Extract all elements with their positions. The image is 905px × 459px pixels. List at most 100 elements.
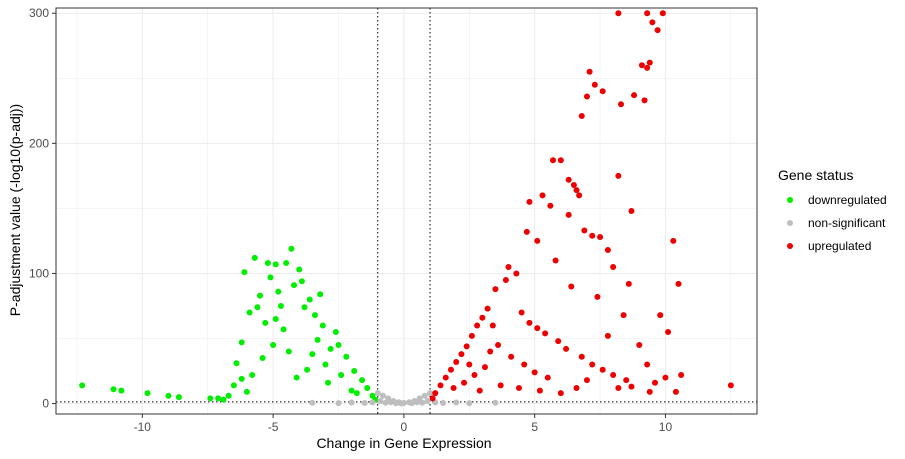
y-tick-label: 100 bbox=[29, 266, 49, 280]
data-point bbox=[463, 343, 470, 350]
data-point bbox=[319, 322, 326, 329]
data-point bbox=[314, 336, 321, 343]
data-point bbox=[382, 399, 389, 406]
data-point bbox=[309, 351, 316, 358]
x-tick-label: -10 bbox=[134, 420, 152, 434]
data-point bbox=[291, 282, 298, 289]
x-tick-label: 10 bbox=[659, 420, 673, 434]
data-point bbox=[678, 371, 685, 378]
data-point bbox=[408, 400, 415, 407]
data-point bbox=[432, 390, 439, 397]
data-point bbox=[322, 361, 329, 368]
data-point bbox=[246, 309, 253, 316]
data-point bbox=[583, 93, 590, 100]
data-point bbox=[461, 379, 468, 386]
data-point bbox=[644, 10, 651, 17]
data-point bbox=[555, 338, 562, 345]
y-tick-label: 0 bbox=[42, 397, 49, 411]
data-point bbox=[285, 348, 292, 355]
series-non-significant bbox=[309, 390, 499, 407]
data-point bbox=[662, 374, 669, 381]
data-point bbox=[604, 247, 611, 254]
data-point bbox=[424, 397, 431, 404]
data-point bbox=[387, 399, 394, 406]
data-point bbox=[515, 384, 522, 391]
x-tick-label: 5 bbox=[531, 420, 538, 434]
data-point bbox=[474, 322, 481, 329]
data-point bbox=[675, 280, 682, 287]
data-point bbox=[534, 237, 541, 244]
data-point bbox=[479, 314, 486, 321]
data-point bbox=[641, 97, 648, 104]
x-axis-title: Change in Gene Expression bbox=[316, 435, 491, 451]
data-point bbox=[453, 358, 460, 365]
data-point bbox=[442, 374, 449, 381]
data-point bbox=[317, 291, 324, 298]
data-point bbox=[620, 312, 627, 319]
data-point bbox=[468, 332, 475, 339]
data-point bbox=[644, 64, 651, 71]
data-point bbox=[215, 395, 222, 402]
data-point bbox=[565, 211, 572, 218]
data-point bbox=[238, 339, 245, 346]
data-point bbox=[398, 400, 405, 407]
series-upregulated bbox=[429, 10, 734, 402]
data-point bbox=[502, 276, 509, 283]
data-point bbox=[257, 292, 264, 299]
data-point bbox=[557, 390, 564, 397]
data-point bbox=[573, 187, 580, 194]
data-point bbox=[610, 263, 617, 270]
x-tick-label: -5 bbox=[268, 420, 279, 434]
data-point bbox=[327, 345, 334, 352]
data-point bbox=[534, 325, 541, 332]
data-point bbox=[348, 399, 355, 406]
data-point bbox=[272, 316, 279, 323]
data-point bbox=[233, 360, 240, 367]
data-point bbox=[110, 386, 117, 393]
data-point bbox=[262, 319, 269, 326]
data-point bbox=[259, 355, 266, 362]
data-point bbox=[649, 19, 656, 26]
data-point bbox=[225, 392, 232, 399]
data-point bbox=[343, 353, 350, 360]
data-point bbox=[476, 387, 483, 394]
data-point bbox=[727, 382, 734, 389]
data-point bbox=[353, 390, 360, 397]
data-point bbox=[523, 228, 530, 235]
data-point bbox=[589, 232, 596, 239]
data-point bbox=[466, 400, 473, 407]
legend-label: upregulated bbox=[808, 239, 871, 253]
data-point bbox=[544, 374, 551, 381]
data-point bbox=[288, 245, 295, 252]
data-point bbox=[492, 399, 499, 406]
data-point bbox=[421, 392, 428, 399]
data-point bbox=[335, 400, 342, 407]
data-point bbox=[576, 192, 583, 199]
data-point bbox=[359, 377, 366, 384]
data-point bbox=[207, 395, 214, 402]
data-point bbox=[118, 387, 125, 394]
legend-label: downregulated bbox=[808, 193, 887, 207]
data-point bbox=[238, 375, 245, 382]
data-point bbox=[298, 278, 305, 285]
data-point bbox=[623, 377, 630, 384]
data-point bbox=[565, 176, 572, 183]
data-point bbox=[264, 260, 271, 267]
data-point bbox=[521, 361, 528, 368]
threshold-lines bbox=[56, 8, 757, 414]
data-point bbox=[615, 172, 622, 179]
data-point bbox=[254, 304, 261, 311]
data-point bbox=[599, 88, 606, 95]
data-point bbox=[594, 293, 601, 300]
data-point bbox=[570, 181, 577, 188]
data-point bbox=[230, 382, 237, 389]
data-point bbox=[644, 361, 651, 368]
data-point bbox=[144, 390, 151, 397]
data-point bbox=[481, 364, 488, 371]
data-point bbox=[220, 396, 227, 403]
data-point bbox=[332, 329, 339, 336]
data-point bbox=[547, 202, 554, 209]
